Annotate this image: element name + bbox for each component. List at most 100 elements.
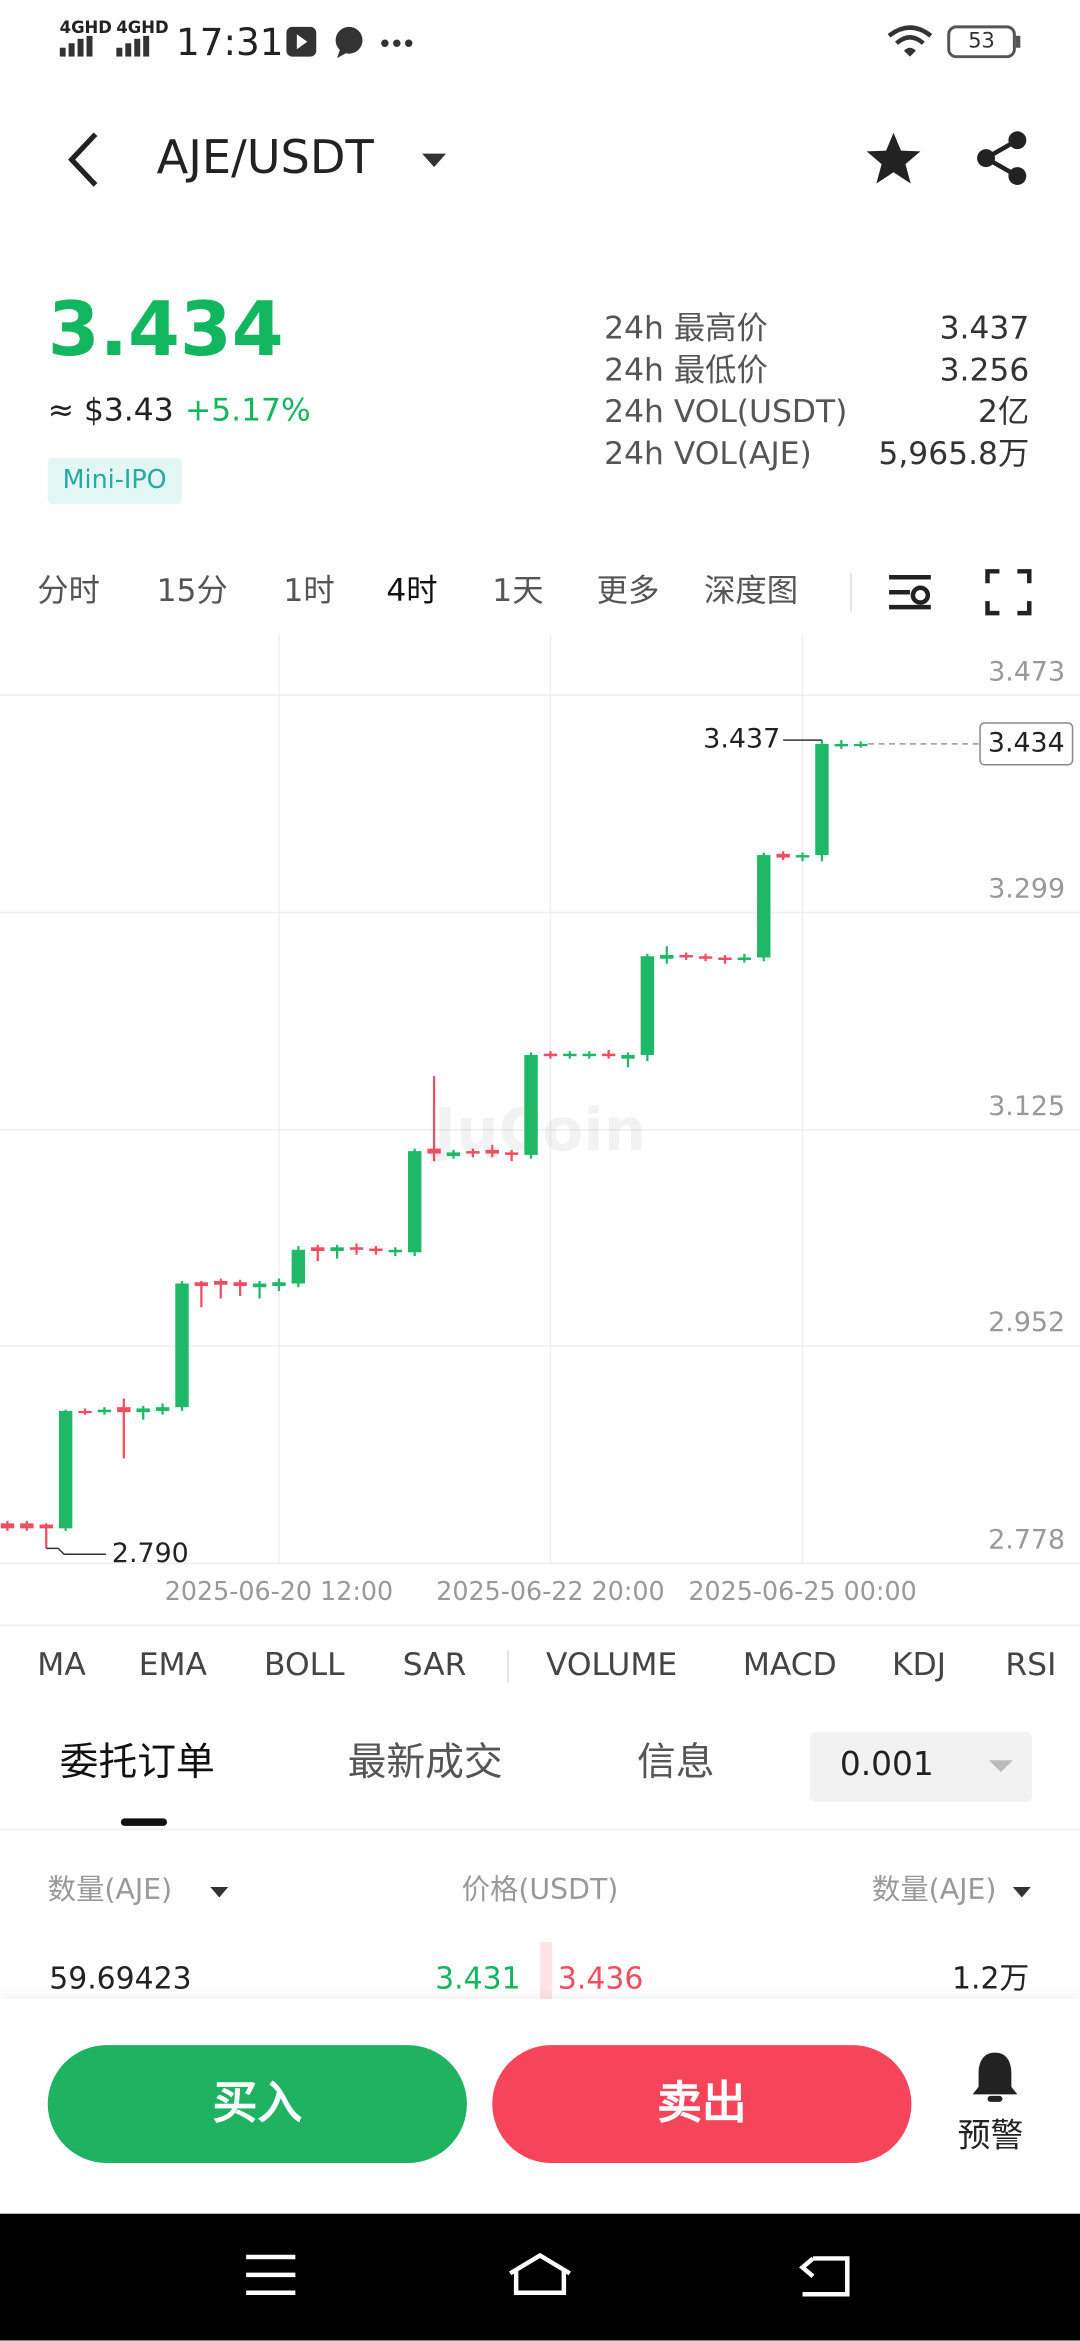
candle-body — [388, 1249, 403, 1253]
tag: Mini-IPO — [47, 457, 182, 505]
stat-label: 24h 最高价 — [604, 310, 768, 347]
indicator-tab[interactable]: EMA — [138, 1646, 207, 1683]
column-header[interactable]: 数量(AJE) — [871, 1873, 997, 1907]
candle-body — [563, 1053, 577, 1057]
indicator-tab[interactable]: SAR — [402, 1646, 467, 1683]
separator — [850, 572, 852, 612]
navigation-icons[interactable] — [239, 2247, 866, 2307]
settings-button[interactable] — [886, 570, 937, 615]
candle-body — [427, 1148, 441, 1154]
candle-body — [97, 1409, 112, 1413]
candle-body — [58, 1410, 73, 1529]
timeframe-tab[interactable]: 15分 — [156, 572, 228, 609]
timeframe-tab[interactable]: 更多 — [596, 572, 660, 609]
stat-label: 24h 最低价 — [604, 352, 768, 388]
timeframe-tab-active[interactable]: 4时 — [386, 572, 438, 609]
y-tick-label: 3.473 — [988, 656, 1065, 687]
last-price-label: 3.434 — [988, 727, 1065, 758]
column-header[interactable]: 数量(AJE) — [47, 1873, 173, 1907]
y-tick-label: 2.952 — [988, 1307, 1065, 1338]
indicator-tab[interactable]: KDJ — [892, 1646, 946, 1683]
candle-body — [369, 1248, 383, 1252]
clock: 17:31 — [176, 20, 284, 65]
candle-body — [854, 743, 868, 747]
battery-icon — [947, 25, 1021, 59]
ask-price: 3.436 — [557, 1960, 644, 1996]
last-price-tag — [979, 722, 1074, 766]
timeframe-tab[interactable]: 深度图 — [704, 572, 799, 609]
wifi-icon — [887, 25, 933, 57]
network-label: 4GHD — [59, 17, 112, 38]
x-tick-label: 2025-06-20 12:00 — [165, 1576, 393, 1606]
candle-body — [136, 1408, 150, 1413]
candle-body — [272, 1282, 286, 1287]
last-price: 3.434 — [47, 286, 284, 373]
candle-body — [757, 855, 771, 958]
indicator-tab[interactable]: MACD — [742, 1646, 837, 1683]
favorite-button[interactable] — [865, 130, 922, 187]
candle-body — [543, 1053, 558, 1057]
fullscreen-button[interactable] — [985, 568, 1033, 616]
select-arrow — [989, 1760, 1013, 1773]
candle-body — [582, 1053, 596, 1057]
candle-body — [776, 853, 790, 858]
share-button[interactable] — [973, 128, 1033, 188]
column-header: 价格(USDT) — [461, 1873, 619, 1907]
watermark: JuCoin — [430, 1096, 646, 1165]
indicator-tab[interactable]: VOLUME — [545, 1646, 678, 1683]
timeframe-tab[interactable]: 分时 — [37, 572, 100, 609]
order-tab[interactable]: 最新成交 — [347, 1740, 503, 1786]
network-label: 4GHD — [116, 17, 169, 38]
indicator-tab[interactable]: BOLL — [264, 1646, 345, 1683]
alert-icon[interactable] — [970, 2048, 1021, 2105]
buy-button[interactable]: 买入 — [47, 2045, 467, 2163]
candle-body — [737, 957, 752, 960]
order-tab-active[interactable]: 委托订单 — [59, 1740, 215, 1786]
candle-body — [349, 1247, 364, 1250]
candle-body — [155, 1407, 170, 1411]
candle-body — [407, 1151, 422, 1253]
stat-value: 3.256 — [939, 352, 1030, 388]
order-tab[interactable]: 信息 — [636, 1740, 715, 1786]
battery-level: 53 — [968, 29, 995, 54]
candle-body — [214, 1281, 228, 1285]
divider — [0, 1624, 1080, 1626]
candle-body — [834, 743, 849, 747]
candle-body — [117, 1407, 131, 1413]
status-icons — [286, 26, 413, 59]
navigation-bar — [0, 2213, 1080, 2341]
max-label: 3.437 — [703, 724, 780, 755]
tab-indicator — [120, 1818, 168, 1826]
candle-body — [601, 1053, 616, 1057]
candle-body — [252, 1283, 267, 1288]
min-pointer — [46, 1547, 106, 1556]
candlestick-chart[interactable]: 2.778 2.952 3.125 3.299 3.473 2025-06-20 12:0… — [0, 633, 1080, 1626]
candle-body — [20, 1523, 34, 1529]
stat-label: 24h VOL(USDT) — [604, 393, 848, 430]
indicator-tab[interactable]: RSI — [1005, 1646, 1057, 1683]
y-tick-label: 3.299 — [988, 874, 1065, 905]
pair-title[interactable]: AJE/USDT — [156, 131, 374, 185]
candle-body — [718, 957, 732, 960]
precision-select[interactable] — [809, 1731, 1033, 1802]
candle-body — [194, 1282, 209, 1287]
candle-body — [233, 1282, 247, 1287]
back-button[interactable] — [57, 128, 111, 191]
candle-body — [311, 1247, 325, 1252]
fiat-price: ≈ $3.43 — [47, 392, 174, 429]
candle-body — [446, 1152, 461, 1157]
separator — [507, 1649, 509, 1683]
sell-button[interactable]: 卖出 — [492, 2045, 912, 2163]
candle-body — [640, 956, 655, 1055]
alert-label[interactable]: 预警 — [957, 2118, 1024, 2156]
candle-body — [795, 855, 810, 858]
timeframe-tab[interactable]: 1天 — [492, 572, 544, 609]
indicator-tab[interactable]: MA — [37, 1646, 86, 1683]
candle-body — [679, 954, 693, 958]
x-tick-label: 2025-06-25 00:00 — [688, 1576, 916, 1606]
x-tick-label: 2025-06-22 20:00 — [436, 1576, 664, 1606]
timeframe-tab[interactable]: 1时 — [283, 572, 335, 609]
candle-body — [815, 743, 829, 856]
pair-dropdown[interactable] — [419, 149, 449, 170]
